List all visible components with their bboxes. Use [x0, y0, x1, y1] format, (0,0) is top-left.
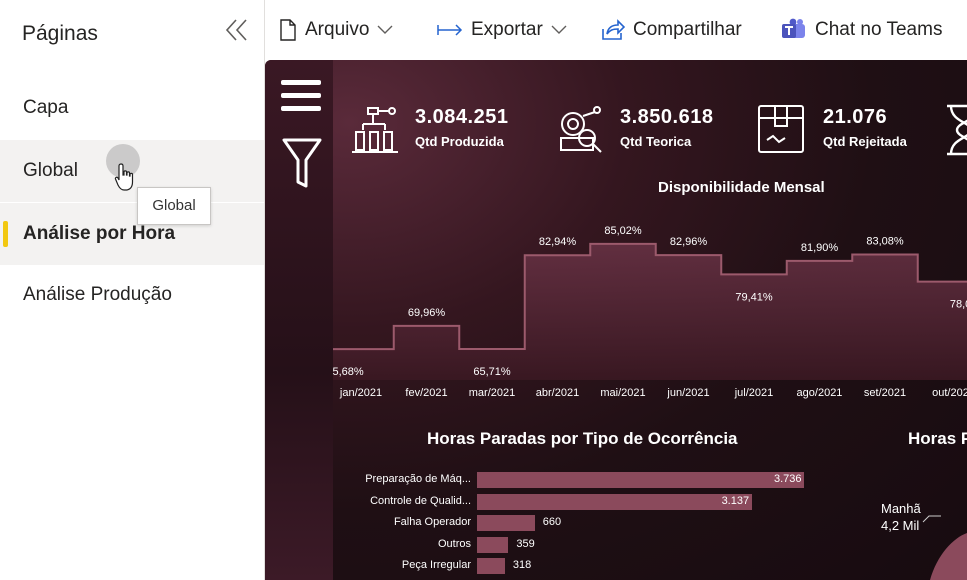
x-tick-label: set/2021: [864, 387, 906, 399]
export-menu-label: Exportar: [471, 19, 543, 40]
bar-value-label: 318: [512, 559, 532, 571]
donut-chart: [922, 515, 967, 580]
data-label: 83,08%: [866, 235, 904, 247]
data-label: 81,90%: [801, 242, 839, 254]
page-item-analise-producao[interactable]: Análise Produção: [0, 264, 264, 326]
data-label: 69,96%: [408, 307, 446, 319]
bar[interactable]: [477, 515, 535, 531]
bar-category-label: Outros: [437, 537, 471, 550]
x-tick-label: mar/2021: [469, 387, 515, 399]
export-arrow-icon: [437, 24, 463, 36]
box-icon: [753, 102, 809, 158]
report-toolbar: Arquivo Exportar Compartilhar Chat no Te…: [265, 0, 967, 60]
x-tick-label: fev/2021: [405, 387, 447, 399]
kpi-value: 3.850.618: [620, 106, 714, 128]
bar-value-label: 359: [516, 537, 535, 550]
bar[interactable]: [477, 558, 505, 574]
kpi-label: Qtd Produzida: [415, 134, 504, 149]
x-tick-label: ago/2021: [797, 387, 843, 399]
horas-paradas-bar-chart: Preparação de Máq... 3.736 Controle de Qua…: [333, 465, 933, 580]
hourglass-icon: [941, 102, 967, 158]
bar-category-label: Falha Operador: [393, 516, 471, 528]
page-item-label: Capa: [23, 97, 69, 118]
collapse-pane-icon[interactable]: [222, 16, 252, 44]
donut-slice-manha: [930, 533, 967, 580]
chart-title-horas-paradas: Horas Paradas por Tipo de Ocorrência: [427, 429, 738, 448]
x-tick-label: mai/2021: [600, 387, 645, 399]
share-icon: [602, 19, 625, 40]
donut-label-manha: Manhã 4,2 Mil: [881, 500, 921, 534]
data-label: 79,41%: [735, 291, 773, 303]
report-canvas: 3.084.251 Qtd Produzida 3.850.618 Qtd Te…: [265, 60, 967, 580]
donut-leader-line: [922, 515, 941, 523]
share-button[interactable]: Compartilhar: [601, 0, 742, 60]
report-nav-strip: [265, 60, 333, 580]
hand-cursor-icon: [113, 162, 139, 197]
teams-chat-button[interactable]: Chat no Teams: [781, 0, 942, 60]
x-tick-label: jan/2021: [339, 387, 382, 399]
x-tick-label: out/202: [932, 387, 967, 399]
bar-value-label: 3.137: [721, 494, 750, 507]
data-label: 82,94%: [539, 236, 577, 248]
page-item-label: Global: [23, 160, 78, 181]
file-menu-label: Arquivo: [305, 19, 370, 40]
page-tooltip: Global: [137, 187, 211, 225]
teams-icon: [782, 18, 805, 38]
page-item-label: Análise por Hora: [23, 223, 176, 244]
kpi-label: Qtd Rejeitada: [823, 134, 907, 149]
bar-category-label: Preparação de Máq...: [365, 473, 471, 485]
bar-category-label: Peça Irregular: [401, 559, 471, 571]
robot-arm-icon: [348, 102, 404, 158]
x-tick-label: jul/2021: [734, 387, 774, 399]
pane-divider: [264, 0, 265, 580]
bar-value-label: 3.736: [774, 473, 802, 485]
data-label: 65,71%: [473, 366, 511, 378]
share-label: Compartilhar: [633, 19, 742, 40]
area-fill: [333, 243, 967, 380]
export-menu-button[interactable]: Exportar: [437, 0, 567, 60]
menu-icon[interactable]: [280, 78, 322, 114]
bar[interactable]: [477, 472, 804, 488]
bar[interactable]: [477, 536, 509, 553]
kpi-label: Qtd Teorica: [620, 134, 692, 149]
bar-category-label: Controle de Qualid...: [370, 494, 471, 507]
chevron-down-icon: [377, 25, 393, 34]
file-menu-button[interactable]: Arquivo: [279, 0, 393, 60]
page-item-capa[interactable]: Capa: [0, 77, 264, 139]
donut-slice-value: 4,2 Mil: [881, 518, 920, 533]
kpi-value: 21.076: [823, 106, 888, 128]
bar[interactable]: [477, 493, 752, 510]
gear-magnifier-icon: [553, 102, 609, 158]
pages-title: Páginas: [22, 22, 98, 45]
kpi-value: 3.084.251: [415, 106, 509, 128]
donut-slice-name: Manhã: [881, 501, 921, 516]
chevron-down-icon: [551, 25, 567, 34]
chart-title-disponibilidade: Disponibilidade Mensal: [658, 179, 825, 196]
document-icon: [280, 19, 296, 41]
active-page-indicator: [3, 221, 8, 247]
disponibilidade-area-chart: 65,68% jan/2021 69,96% fev/2021 65,71% mar/20…: [333, 225, 967, 399]
data-label: 85,02%: [604, 225, 642, 237]
x-tick-label: abr/2021: [536, 387, 579, 399]
page-item-analise-por-hora[interactable]: Análise por Hora: [0, 203, 264, 265]
bar-value-label: 660: [542, 516, 562, 528]
chart-title-horas-p: Horas P: [908, 429, 967, 448]
x-tick-label: jun/2021: [666, 387, 709, 399]
page-item-label: Análise Produção: [23, 284, 172, 305]
data-label: 65,68%: [333, 366, 364, 378]
filter-icon[interactable]: [282, 138, 322, 190]
teams-chat-label: Chat no Teams: [815, 19, 943, 40]
data-label: 82,96%: [670, 236, 708, 248]
data-label: 78,08%: [950, 299, 967, 311]
pages-pane: Páginas Capa Global Análise por Hora Aná…: [0, 0, 264, 580]
series-line: [333, 242, 967, 351]
